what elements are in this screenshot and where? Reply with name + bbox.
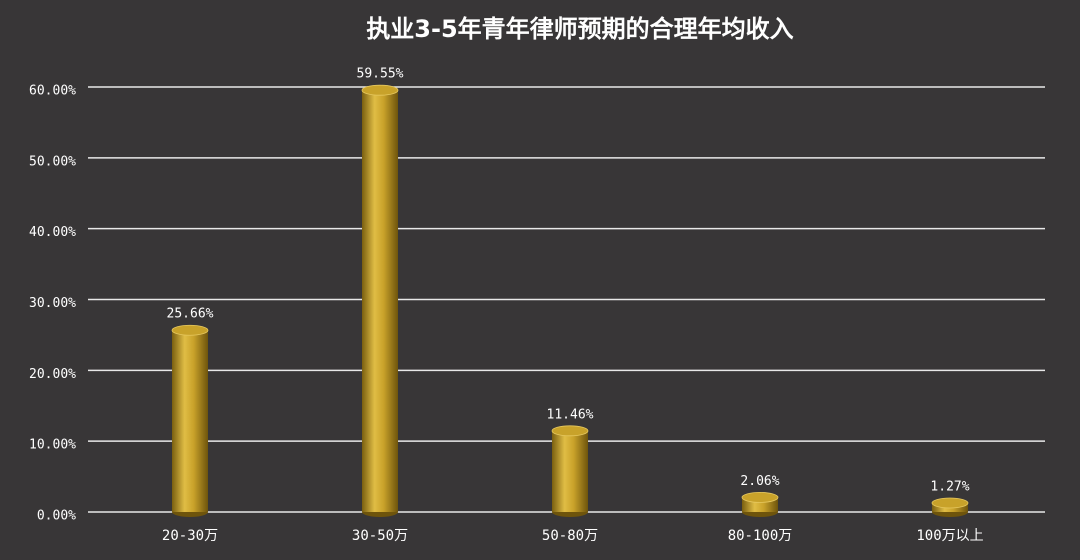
bar-top xyxy=(741,492,779,503)
chart-title: 执业3-5年青年律师预期的合理年均收入 xyxy=(366,15,793,43)
value-label: 1.27% xyxy=(930,480,969,495)
bar xyxy=(172,330,208,512)
value-label: 11.46% xyxy=(547,407,594,422)
bar-top xyxy=(361,84,399,96)
bar xyxy=(552,430,588,512)
bar-top xyxy=(171,324,209,336)
x-tick-label: 50-80万 xyxy=(542,528,598,544)
x-tick-label: 30-50万 xyxy=(352,528,408,544)
y-tick-label: 30.00% xyxy=(29,296,76,311)
y-tick-label: 40.00% xyxy=(29,225,76,240)
y-tick-label: 0.00% xyxy=(37,509,76,524)
y-tick-label: 50.00% xyxy=(29,154,76,169)
value-label: 59.55% xyxy=(357,67,404,82)
y-tick-label: 60.00% xyxy=(29,84,76,99)
value-label: 2.06% xyxy=(740,474,779,489)
value-label: 25.66% xyxy=(167,307,214,322)
bar-top xyxy=(551,425,589,437)
x-tick-label: 20-30万 xyxy=(162,528,218,544)
y-tick-label: 20.00% xyxy=(29,367,76,382)
x-tick-label: 100万以上 xyxy=(916,528,983,544)
y-tick-label: 10.00% xyxy=(29,438,76,453)
bar xyxy=(362,90,398,512)
bar-top xyxy=(931,497,969,509)
x-tick-label: 80-100万 xyxy=(728,528,793,544)
